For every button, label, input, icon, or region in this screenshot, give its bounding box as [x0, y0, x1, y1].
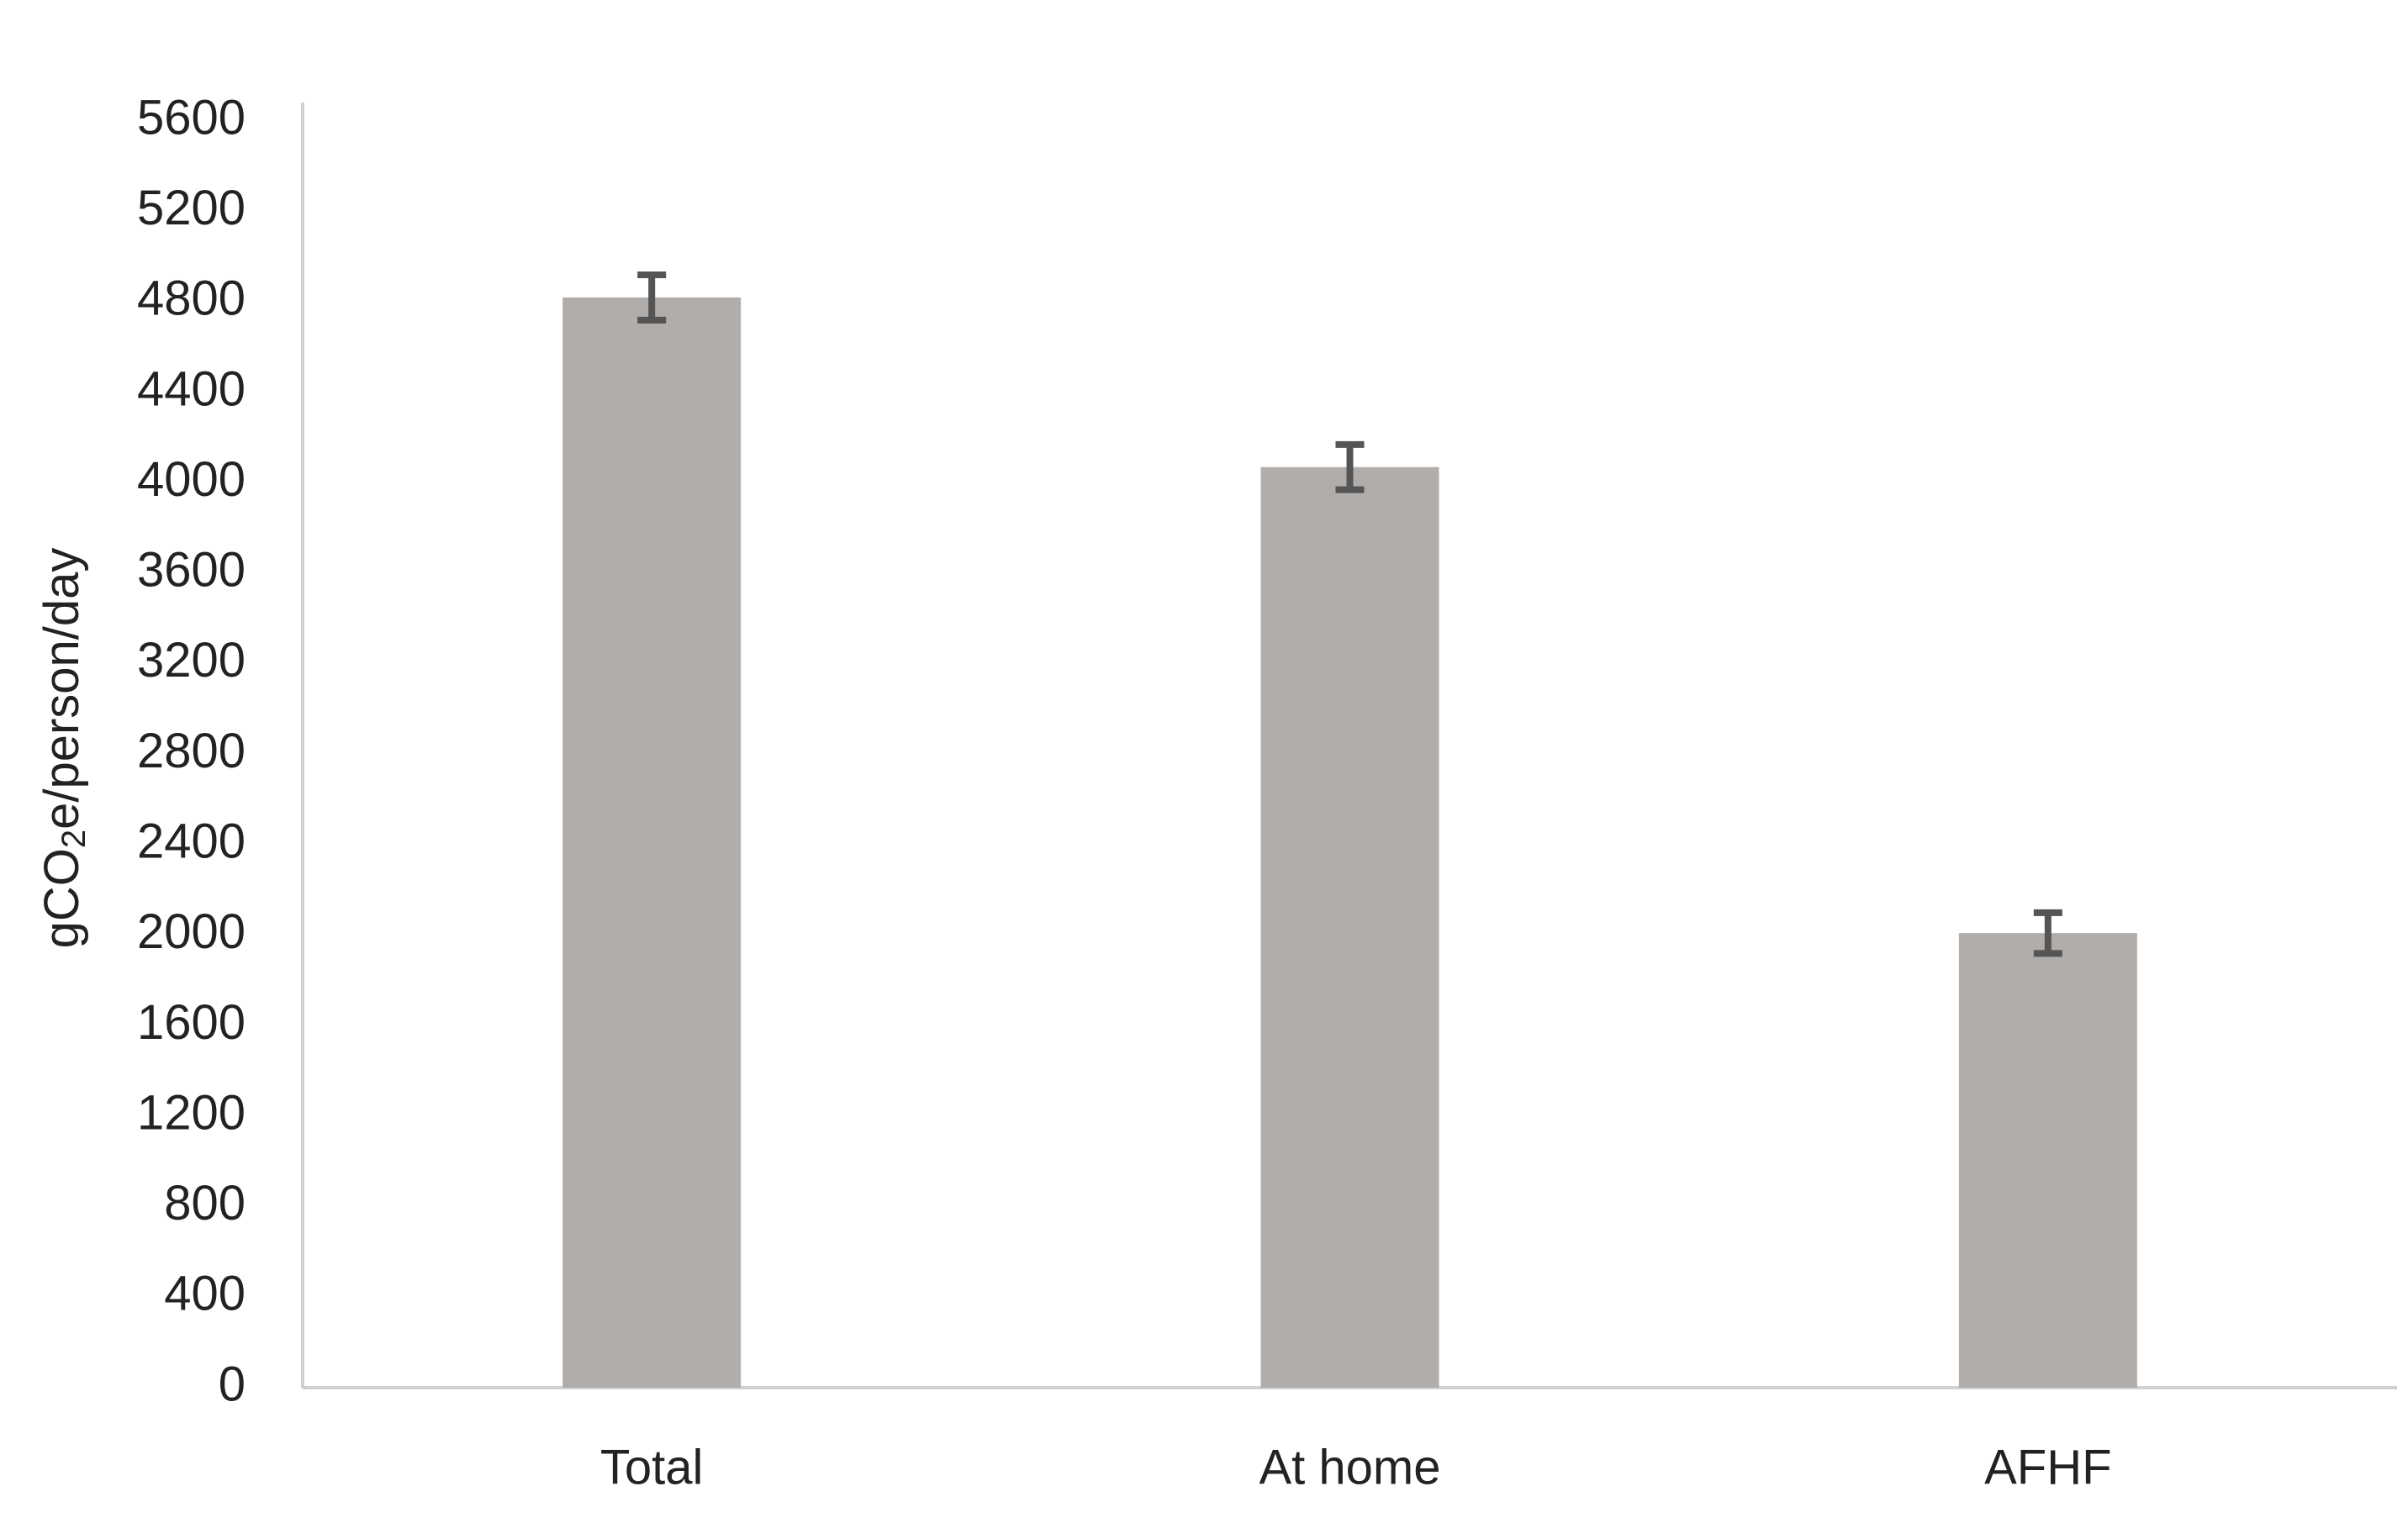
y-tick-label: 800	[164, 1176, 246, 1231]
y-tick-label: 5600	[137, 90, 246, 145]
y-label-part: gCO	[34, 848, 89, 948]
y-tick-label: 2400	[137, 814, 246, 868]
y-tick-label: 400	[164, 1267, 246, 1321]
bar	[562, 297, 742, 1388]
y-label-part: e/person/day	[34, 548, 89, 830]
y-tick-label: 2000	[137, 904, 246, 959]
y-tick-label: 2800	[137, 724, 246, 778]
bar	[1260, 466, 1439, 1389]
y-tick-label: 4000	[137, 452, 246, 507]
error-bar	[2033, 909, 2062, 957]
y-tick-label: 4800	[137, 271, 246, 326]
y-tick-label: 1600	[137, 995, 246, 1050]
y-label-subscript: 2	[55, 830, 92, 848]
bar	[1958, 933, 2137, 1388]
x-tick-label: Total	[600, 1440, 704, 1494]
y-tick-label: 3200	[137, 633, 246, 688]
x-tick-label: At home	[1259, 1440, 1441, 1494]
y-axis-label: gCO2e/person/day	[34, 548, 92, 949]
error-bar	[637, 271, 667, 324]
y-tick-label: 0	[219, 1357, 246, 1411]
y-tick-label: 3600	[137, 543, 246, 598]
y-tick-label: 1200	[137, 1085, 246, 1140]
y-tick-label: 4400	[137, 361, 246, 416]
error-bar	[1335, 440, 1365, 493]
y-tick-label: 5200	[137, 181, 246, 235]
x-tick-label: AFHF	[1984, 1440, 2111, 1494]
